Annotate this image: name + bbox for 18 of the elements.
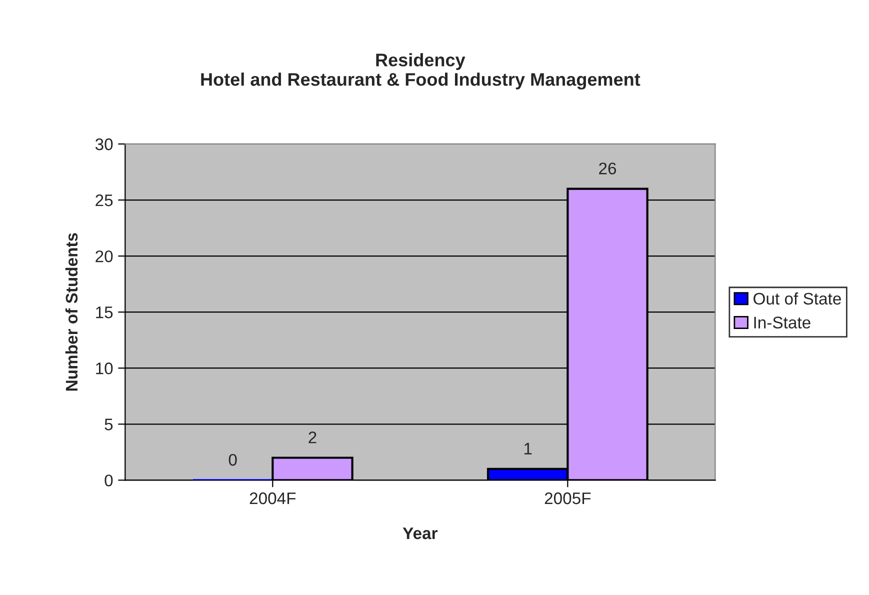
y-tick-label: 0 (104, 474, 113, 486)
y-tick-label: 20 (96, 250, 113, 262)
y-tick-label: 30 (95, 138, 113, 150)
data-label: 0 (228, 454, 237, 466)
x-tick-label: 2005F (544, 492, 591, 504)
legend-label: In-State (754, 316, 810, 328)
y-tick-label: 25 (96, 194, 113, 206)
data-label: 2 (308, 432, 316, 444)
y-tick-label: 5 (104, 418, 113, 430)
chart-title: Residency Hotel and Restaurant & Food Industry Management (201, 53, 640, 90)
data-label: 1 (524, 442, 532, 454)
data-label: 26 (599, 162, 616, 174)
x-axis-title: Year (402, 528, 438, 540)
x-tick-label: 2004F (250, 492, 296, 504)
y-tick-label: 15 (96, 306, 113, 318)
legend-label: Out of State (754, 292, 841, 305)
y-axis-title: Number of Students (65, 233, 78, 391)
y-tick-label: 10 (96, 362, 113, 374)
